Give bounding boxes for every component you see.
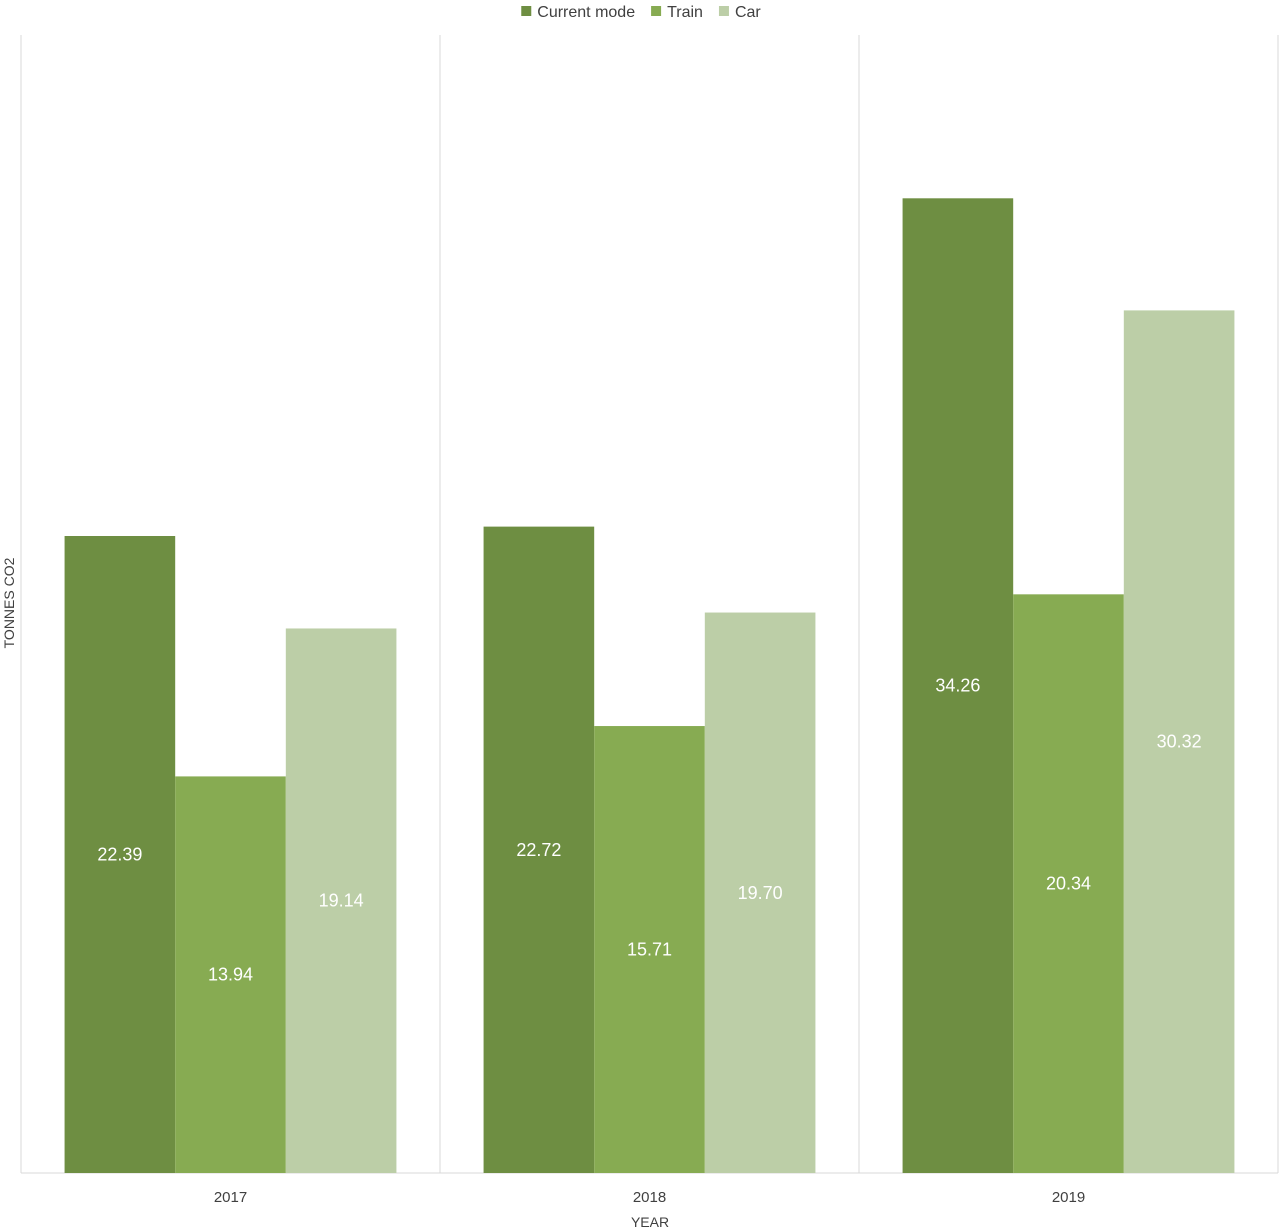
bar [285,628,397,1173]
bar [902,198,1014,1174]
legend-swatch [718,6,729,16]
data-label: 30.32 [1157,732,1202,752]
data-label: 34.26 [935,676,980,696]
x-tick-label: 2018 [633,1189,666,1206]
x-tick-label: 2017 [214,1189,247,1206]
bar [704,612,816,1173]
data-label: 15.71 [627,940,672,960]
data-label: 20.34 [1046,874,1091,894]
x-axis-title: YEAR [631,1214,669,1230]
bar [1013,594,1124,1173]
data-label: 13.94 [208,965,253,985]
data-label: 22.72 [516,840,561,860]
legend-entry: Train [667,4,703,21]
y-axis-title: TONNES CO2 [1,557,17,648]
bar [175,776,286,1173]
legend: Current mode Train Car [521,4,761,21]
data-label: 22.39 [97,845,142,865]
legend-swatch [651,6,662,16]
bar [64,536,176,1173]
legend-swatch [521,6,532,16]
data-label: 19.70 [738,883,783,903]
bar [594,726,705,1173]
bars [64,198,1235,1174]
legend-entry: Current mode [537,4,635,21]
x-tick-labels: 2017 2018 2019 [214,1189,1085,1206]
legend-entry: Car [735,4,761,21]
bar [483,526,595,1173]
data-labels: 22.39 13.94 19.14 22.72 15.71 19.70 34.26 20.34… [97,676,1201,985]
data-label: 19.14 [319,891,364,911]
x-tick-label: 2019 [1052,1189,1085,1206]
bar [1123,310,1235,1173]
